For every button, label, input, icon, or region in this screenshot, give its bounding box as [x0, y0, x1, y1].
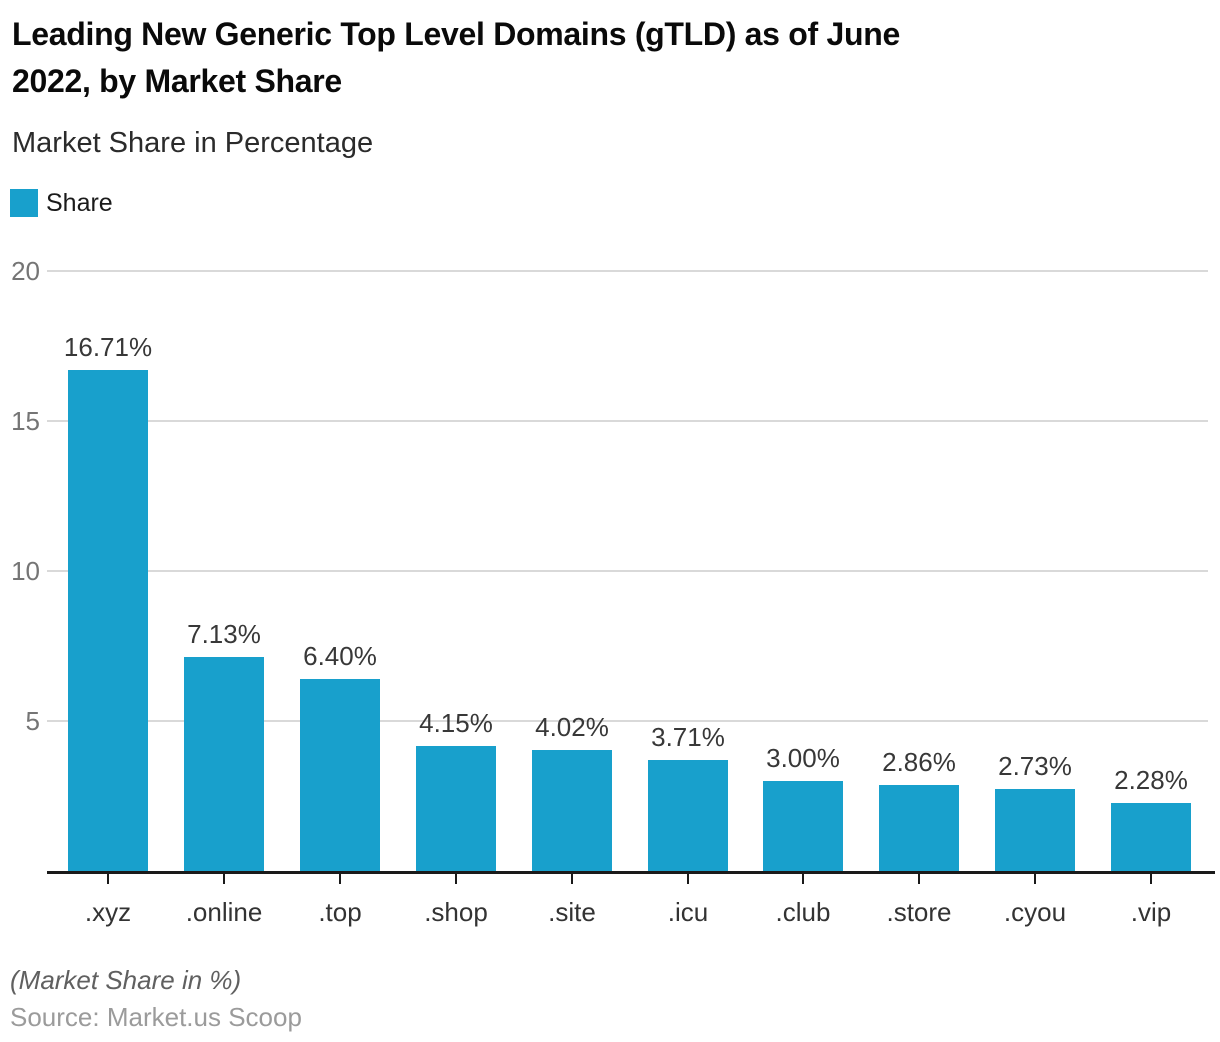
x-tick-label-store: .store [886, 897, 952, 927]
y-tick-label-10: 10 [11, 556, 40, 586]
x-tick-store [918, 874, 920, 884]
y-tick-label-5: 5 [25, 706, 40, 736]
x-tick-label-shop: .shop [424, 897, 488, 927]
value-label-shop: 4.15% [419, 708, 493, 738]
x-tick-label-icu: .icu [667, 897, 709, 927]
x-tick-label-online: .online [185, 897, 263, 927]
chart-title-line-1: Leading New Generic Top Level Domains (g… [12, 16, 900, 52]
bar-vip [1111, 803, 1191, 871]
y-tick-label-15: 15 [11, 406, 40, 436]
value-label-club: 3.00% [766, 743, 840, 773]
x-tick-xyz [107, 874, 109, 884]
gridline-15 [47, 420, 1208, 422]
bar-xyz [68, 370, 148, 871]
value-label-cyou: 2.73% [998, 751, 1072, 781]
x-tick-online [223, 874, 225, 884]
bar-club [763, 781, 843, 871]
value-label-site: 4.02% [535, 712, 609, 742]
gridline-10 [47, 570, 1208, 572]
bar-site [532, 750, 612, 871]
x-tick-label-cyou: .cyou [1003, 897, 1067, 927]
legend-label: Share [46, 189, 113, 217]
bar-store [879, 785, 959, 871]
chart-source: Source: Market.us Scoop [10, 1002, 302, 1032]
value-label-icu: 3.71% [651, 722, 725, 752]
gridline-5 [47, 720, 1208, 722]
bar-online [184, 657, 264, 871]
value-label-xyz: 16.71% [63, 332, 153, 362]
x-tick-club [802, 874, 804, 884]
chart-title-line-2: 2022, by Market Share [12, 63, 342, 99]
x-tick-site [571, 874, 573, 884]
x-axis-line [47, 871, 1215, 874]
bar-cyou [995, 789, 1075, 871]
legend-swatch [10, 189, 38, 217]
x-tick-label-club: .club [775, 897, 831, 927]
x-tick-label-vip: .vip [1130, 897, 1172, 927]
x-tick-label-xyz: .xyz [84, 897, 132, 927]
x-tick-top [339, 874, 341, 884]
y-tick-label-20: 20 [11, 256, 40, 286]
gridline-20 [47, 270, 1208, 272]
x-tick-label-top: .top [318, 897, 362, 927]
value-label-top: 6.40% [303, 641, 377, 671]
bar-shop [416, 746, 496, 871]
chart-title: Leading New Generic Top Level Domains (g… [12, 11, 900, 105]
value-label-vip: 2.28% [1114, 765, 1188, 795]
x-tick-label-site: .site [548, 897, 596, 927]
value-label-online: 7.13% [187, 619, 261, 649]
x-tick-vip [1150, 874, 1152, 884]
chart-footnote: (Market Share in %) [10, 965, 242, 995]
bar-top [300, 679, 380, 871]
x-tick-cyou [1034, 874, 1036, 884]
chart-subtitle: Market Share in Percentage [12, 127, 374, 159]
value-label-store: 2.86% [882, 747, 956, 777]
x-tick-shop [455, 874, 457, 884]
bar-icu [648, 760, 728, 871]
x-tick-icu [687, 874, 689, 884]
